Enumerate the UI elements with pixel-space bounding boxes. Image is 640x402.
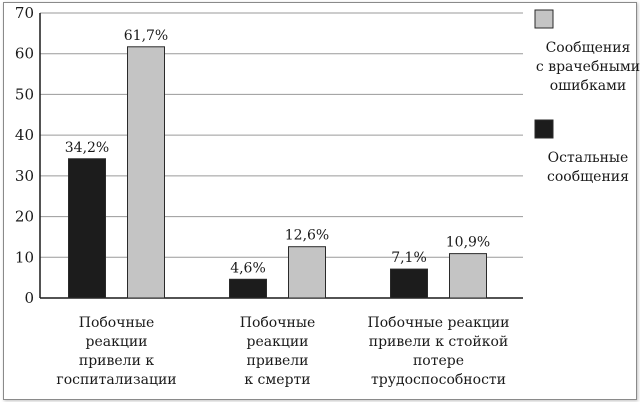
y-tick-label: 60 <box>15 45 34 63</box>
legend-swatch <box>534 9 554 29</box>
data-label: 61,7% <box>124 28 168 44</box>
category-label: Побочные реакции привели к стойкой потере т… <box>368 315 510 388</box>
y-tick-label: 20 <box>15 208 34 226</box>
y-tick-label: 70 <box>15 4 34 22</box>
bar <box>68 158 106 299</box>
bar <box>390 268 428 299</box>
chart-frame <box>3 2 637 400</box>
bar <box>449 253 487 299</box>
data-label: 7,1% <box>391 250 427 266</box>
bar <box>288 246 326 299</box>
legend-label: Сообщения с врачебными ошибками <box>536 40 640 94</box>
y-tick-label: 0 <box>24 289 34 307</box>
bar <box>127 46 165 299</box>
legend-label: Остальные сообщения <box>547 150 629 185</box>
data-label: 34,2% <box>65 140 109 156</box>
bar <box>229 278 267 299</box>
category-label: Побочные реакции привели к смерти <box>240 315 316 388</box>
data-label: 10,9% <box>446 235 490 251</box>
y-tick-label: 40 <box>15 126 34 144</box>
legend-swatch <box>534 119 554 139</box>
category-label: Побочные реакции привели к госпитализации <box>56 315 176 388</box>
data-label: 4,6% <box>230 260 266 276</box>
y-tick-label: 30 <box>15 167 34 185</box>
y-tick-label: 10 <box>15 248 34 266</box>
y-tick-label: 50 <box>15 85 34 103</box>
data-label: 12,6% <box>285 228 329 244</box>
